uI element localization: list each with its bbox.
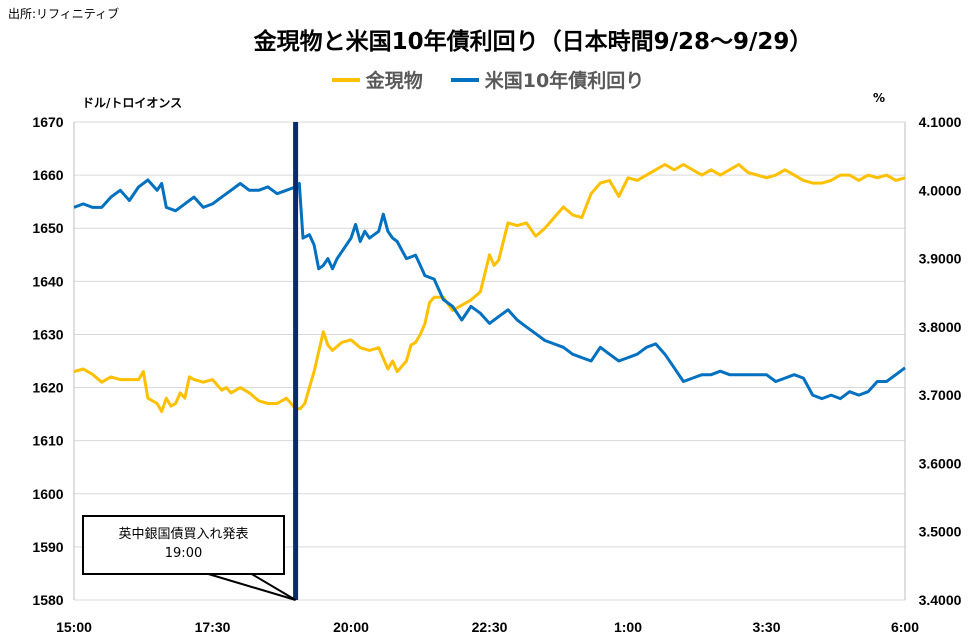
right-tick-label: 4.1000 [919, 114, 962, 130]
event-callout-title: 英中銀国債買入れ発表 [118, 527, 249, 542]
right-tick-label: 3.7000 [919, 387, 962, 403]
callout-pointer [204, 572, 297, 601]
x-tick-label: 3:30 [752, 619, 780, 635]
legend-item-yield: 米国10年債利回り [450, 66, 645, 93]
right-tick-label: 3.9000 [919, 251, 962, 267]
legend-item-gold: 金現物 [331, 66, 423, 93]
left-tick-label: 1670 [32, 114, 63, 130]
event-callout: 英中銀国債買入れ発表 19:00 [82, 515, 285, 575]
event-callout-time: 19:00 [164, 546, 203, 561]
x-tick-label: 6:00 [891, 619, 919, 635]
legend-label-gold: 金現物 [365, 70, 423, 92]
source-note: 出所:リフィニティブ [8, 7, 120, 21]
left-tick-label: 1650 [32, 220, 63, 236]
left-tick-label: 1660 [32, 167, 63, 183]
series-line-yield [73, 178, 906, 401]
right-tick-label: 4.0000 [919, 182, 962, 198]
right-tick-label: 3.6000 [919, 455, 962, 471]
right-tick-label: 3.5000 [919, 524, 962, 540]
right-tick-label: 3.4000 [919, 592, 962, 608]
left-tick-label: 1620 [32, 380, 63, 396]
x-tick-label: 20:00 [333, 619, 369, 635]
x-tick-label: 15:00 [56, 619, 92, 635]
legend-swatch-gold [331, 77, 360, 82]
left-tick-label: 1610 [32, 433, 63, 449]
x-tick-label: 17:30 [195, 619, 231, 635]
legend-swatch-yield [450, 77, 479, 82]
left-tick-label: 1640 [32, 273, 63, 289]
legend: 金現物 米国10年債利回り [0, 66, 976, 93]
x-tick-label: 1:00 [614, 619, 642, 635]
x-tick-label: 22:30 [472, 619, 508, 635]
series-line-gold [73, 163, 906, 413]
left-tick-label: 1600 [32, 486, 63, 502]
legend-label-yield: 米国10年債利回り [484, 70, 645, 92]
left-axis-unit: ドル/トロイオンス [82, 96, 183, 110]
left-tick-label: 1580 [32, 592, 63, 608]
right-tick-label: 3.8000 [919, 319, 962, 335]
left-tick-label: 1590 [32, 539, 63, 555]
left-tick-label: 1630 [32, 326, 63, 342]
right-axis-unit: % [873, 91, 886, 105]
chart-title: 金現物と米国10年債利回り（日本時間9/28～9/29） [253, 29, 813, 55]
